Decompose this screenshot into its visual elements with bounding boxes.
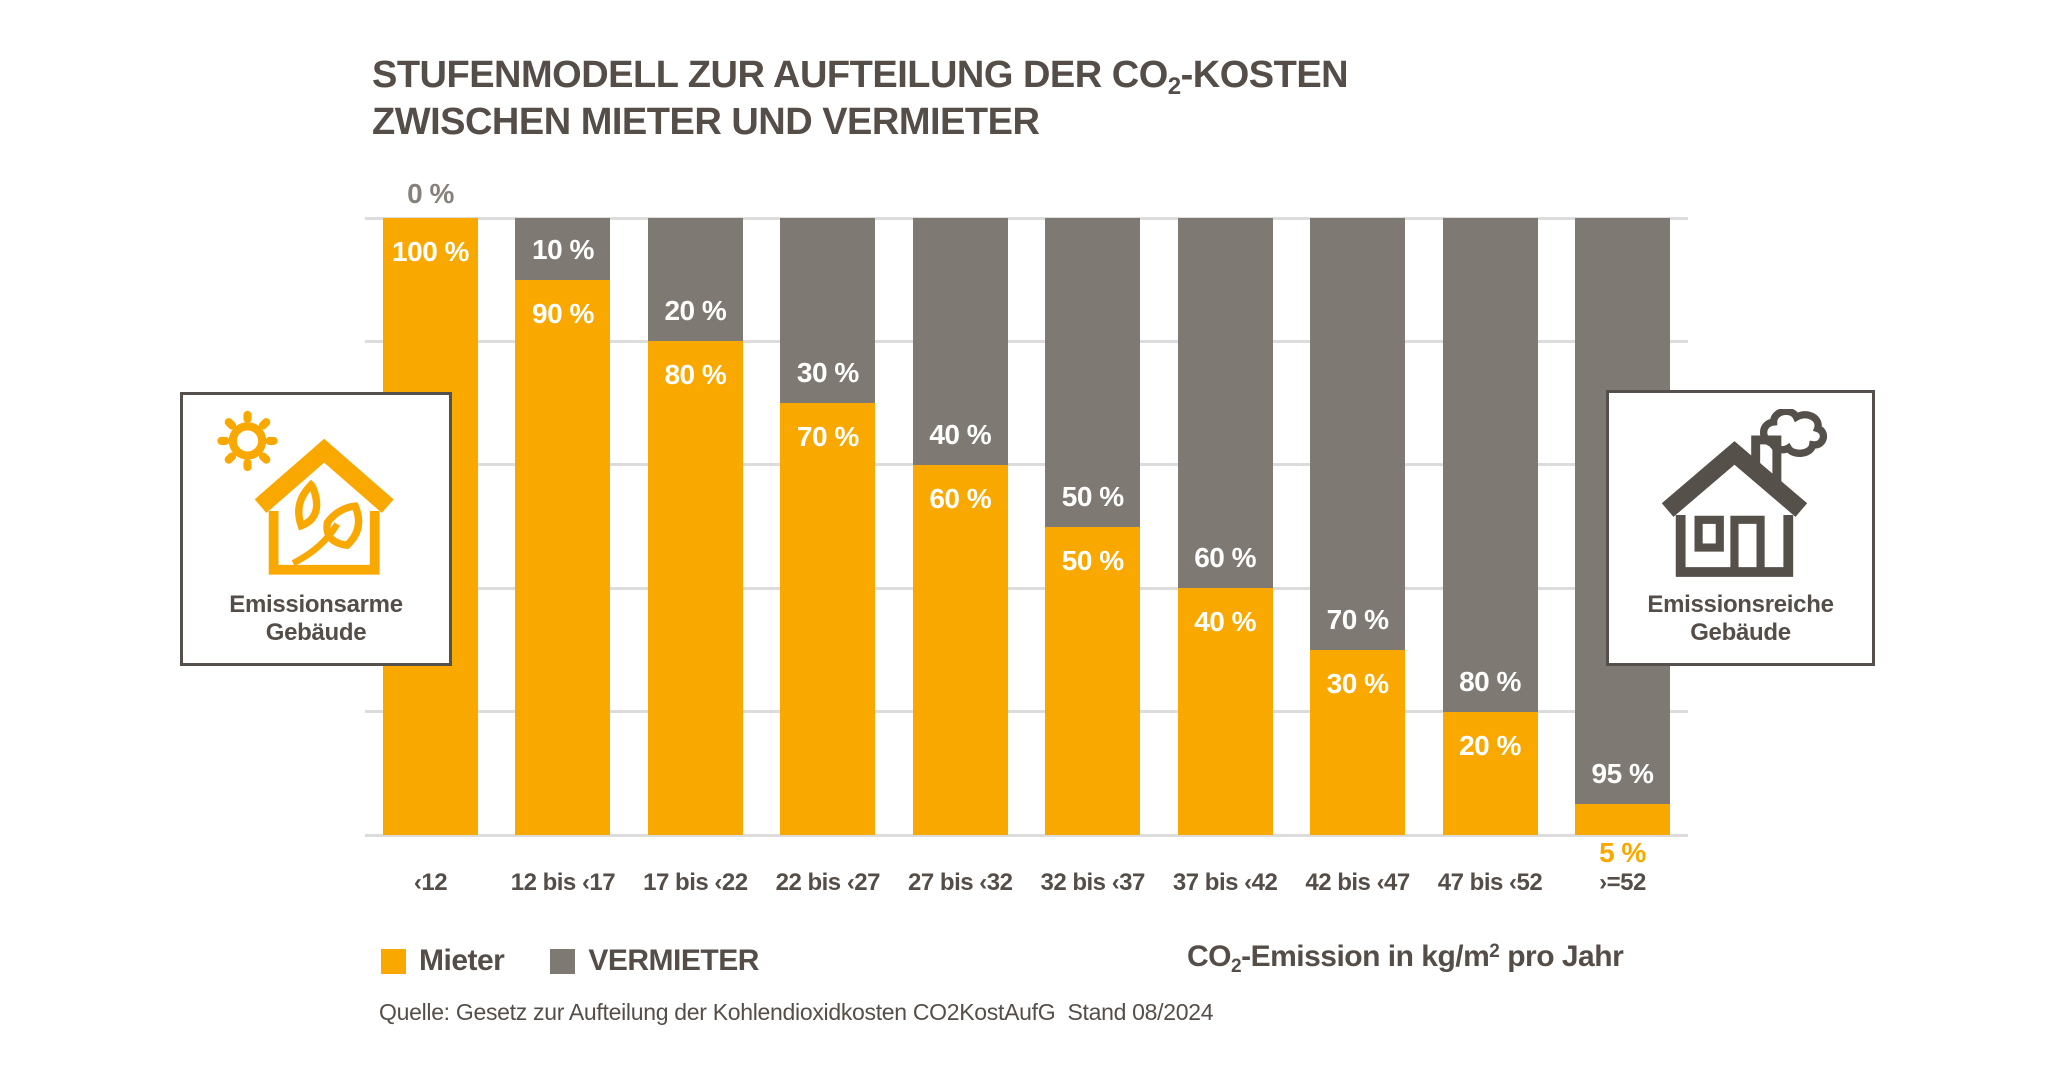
bar-label-vermieter: 30 % (796, 357, 859, 389)
x-tick-label: 12 bis ‹17 (510, 869, 616, 896)
bars-row: 0 % 100 % ‹12 10 % 90 % 12 bis ‹17 20 % 80 % 17 … (365, 178, 1688, 896)
source-note: Quelle: Gesetz zur Aufteilung der Kohlen… (379, 999, 1214, 1025)
x-tick-label: 17 bis ‹22 (643, 869, 748, 896)
bar-col-9: 80 % 20 % 47 bis ‹52 (1438, 218, 1543, 896)
legend-item-mieter: Mieter (381, 944, 505, 978)
stacked-bar-chart: 0 % 100 % ‹12 10 % 90 % 12 bis ‹17 20 % 80 % 17 … (365, 178, 1688, 896)
bar-col-4: 30 % 70 % 22 bis ‹27 (776, 218, 881, 896)
legend-label-vermieter: VERMIETER (588, 944, 759, 977)
bar-label-mieter: 40 % (1194, 606, 1257, 638)
title-line2: ZWISCHEN MIETER UND VERMIETER (372, 101, 1040, 143)
bar-label-vermieter: 60 % (1194, 542, 1257, 574)
smoking-house-icon (1609, 393, 1872, 591)
x-axis-title: CO2-Emission in kg/m2 pro Jahr (1187, 940, 1624, 977)
bar-segment-mieter (780, 403, 876, 835)
x-tick-label: 22 bis ‹27 (775, 869, 881, 896)
bar-label-mieter: 80 % (664, 359, 727, 391)
mieter-swatch-icon (381, 948, 406, 974)
gridline-0 (365, 216, 1688, 220)
bar-segment-vermieter (1442, 218, 1538, 712)
gridline-40 (365, 463, 1688, 467)
bar-segment-mieter (515, 279, 611, 835)
bar-segment-mieter (1177, 588, 1273, 835)
bar-label-mieter: 100 % (392, 236, 469, 267)
bar-col-5: 40 % 60 % 27 bis ‹32 (908, 218, 1013, 896)
legend-label-mieter: Mieter (419, 944, 505, 977)
legend-item-vermieter: VERMIETER (550, 944, 759, 978)
bar-segment-vermieter (1310, 218, 1406, 650)
bar-segment-mieter (1310, 649, 1406, 835)
bar-label-vermieter: 50 % (1061, 480, 1124, 512)
bar-segment-mieter (1574, 804, 1670, 835)
bar-label-vermieter: 40 % (929, 418, 992, 450)
bar-col-3: 20 % 80 % 17 bis ‹22 (643, 218, 748, 896)
x-tick-label: 27 bis ‹32 (908, 869, 1013, 896)
bar-label-vermieter: 95 % (1591, 758, 1654, 790)
bar-segment-vermieter (780, 218, 876, 404)
x-tick-label: 42 bis ‹47 (1305, 869, 1410, 896)
bar-label-mieter: 50 % (1061, 544, 1124, 576)
gridline-20 (365, 339, 1688, 343)
high-emission-box: Emissionsreiche Gebäude (1606, 390, 1875, 666)
bar-label-mieter: 30 % (1326, 667, 1389, 699)
bar-label-vermieter: 10 % (532, 233, 594, 265)
bar-segment-mieter (1442, 711, 1538, 835)
title-line1: STUFENMODELL ZUR AUFTEILUNG DER CO2-KOST… (372, 54, 1349, 100)
gridline-80 (365, 710, 1688, 714)
bar-col-2: 10 % 90 % 12 bis ‹17 (511, 218, 616, 896)
bar-label-mieter: 90 % (532, 297, 594, 329)
bar-segment-vermieter (647, 218, 743, 342)
x-tick-label: ‹12 (413, 869, 448, 896)
bar-label-mieter: 60 % (929, 482, 992, 514)
legend: Mieter VERMIETER (381, 944, 759, 978)
bar-label-vermieter: 80 % (1459, 665, 1521, 697)
bar-col-7: 60 % 40 % 37 bis ‹42 (1173, 218, 1278, 896)
x-tick-label: 37 bis ‹42 (1172, 869, 1278, 896)
bar-label-vermieter: 0 % (407, 178, 454, 209)
bar-label-mieter: 5 % (1599, 837, 1646, 868)
vermieter-swatch-icon (550, 948, 576, 974)
low-emission-label: Emissionsarme Gebäude (229, 591, 403, 646)
bar-label-vermieter: 70 % (1326, 603, 1389, 635)
bar-segment-mieter (1045, 526, 1141, 835)
bar-segment-mieter (912, 464, 1008, 835)
gridline-60 (365, 586, 1688, 590)
bar-label-mieter: 20 % (1459, 729, 1521, 761)
page-title: STUFENMODELL ZUR AUFTEILUNG DER CO2-KOST… (372, 52, 1349, 146)
bar-segment-vermieter (1177, 218, 1273, 589)
x-tick-label: 32 bis ‹37 (1040, 869, 1145, 896)
bar-segment-mieter (647, 341, 743, 835)
bar-label-mieter: 70 % (796, 421, 859, 453)
bar-segment-vermieter (515, 218, 611, 280)
x-tick-label: ›=52 (1599, 869, 1646, 896)
x-tick-label: 47 bis ‹52 (1437, 869, 1543, 896)
bar-col-8: 70 % 30 % 42 bis ‹47 (1305, 218, 1410, 896)
low-emission-box: Emissionsarme Gebäude (180, 392, 452, 666)
eco-house-icon (183, 395, 449, 591)
bar-segment-vermieter (912, 218, 1008, 465)
bar-segment-vermieter (1045, 218, 1141, 527)
high-emission-label: Emissionsreiche Gebäude (1647, 591, 1834, 646)
gridline-100 (365, 833, 1688, 837)
bar-col-6: 50 % 50 % 32 bis ‹37 (1040, 218, 1145, 896)
bar-label-vermieter: 20 % (664, 295, 727, 327)
